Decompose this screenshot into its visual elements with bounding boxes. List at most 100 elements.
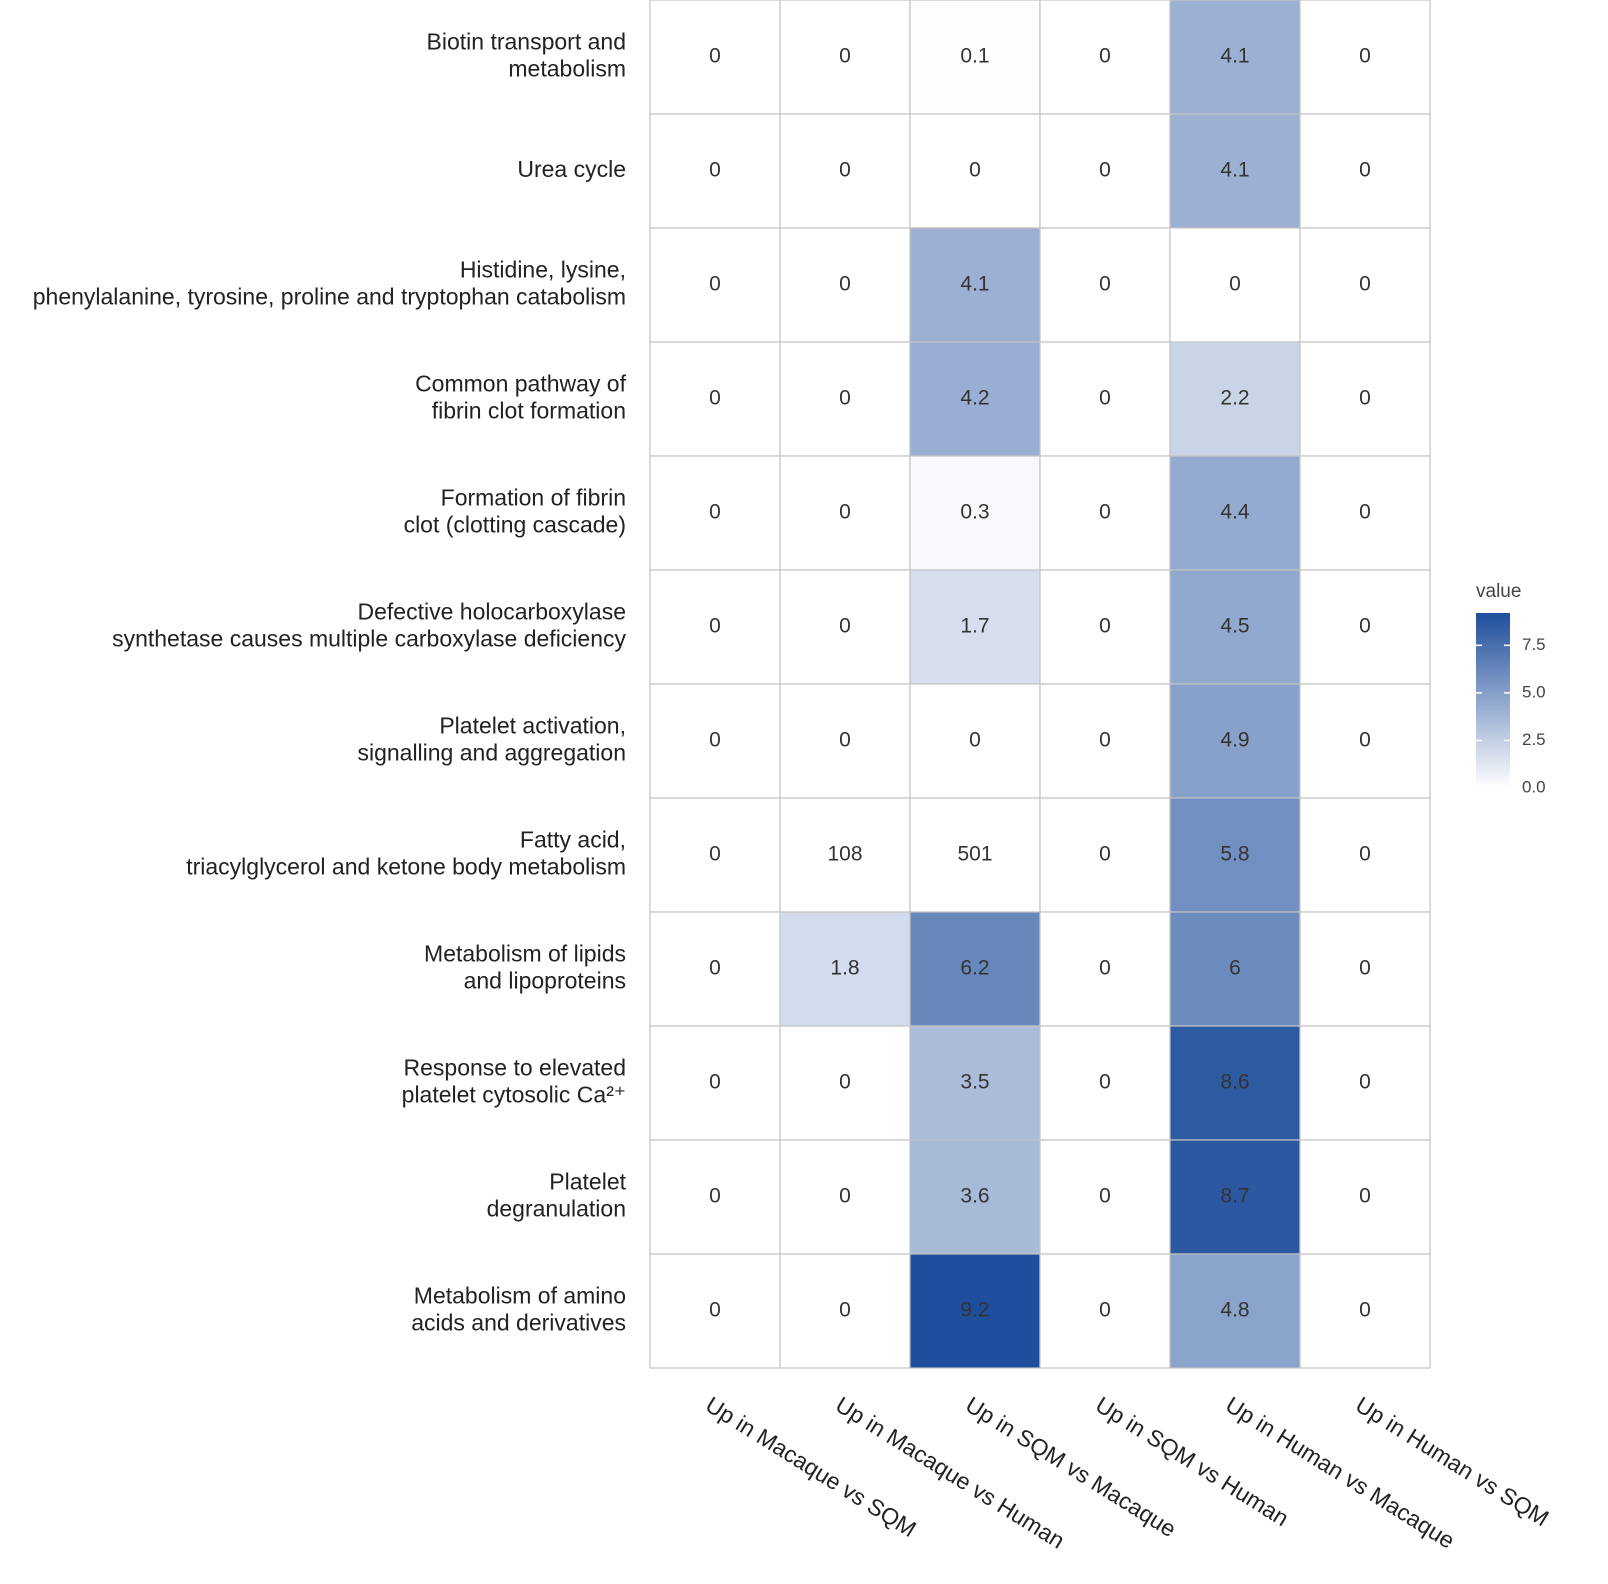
- cell-label: 4.4: [1220, 501, 1250, 524]
- cell-label: 6.2: [960, 957, 989, 980]
- heat-cell: [1169, 227, 1301, 343]
- cell-label: 0: [1099, 387, 1111, 410]
- cell-label: 108: [827, 843, 862, 866]
- cell-label: 0: [1099, 615, 1111, 638]
- row-label: and lipoproteins: [464, 968, 626, 994]
- heat-cell: [1299, 1139, 1431, 1255]
- heat-cell: [1169, 0, 1301, 115]
- heat-cell: [909, 797, 1041, 913]
- row-label: Metabolism of lipids: [424, 941, 626, 967]
- cell-label: 0: [1359, 159, 1371, 182]
- cell-label: 0: [839, 729, 851, 752]
- cell-label: 0: [1099, 273, 1111, 296]
- cell-label: 0.3: [960, 501, 989, 524]
- heat-cell: [1039, 113, 1171, 229]
- cell-label: 0: [1359, 1185, 1371, 1208]
- cell-label: 8.6: [1220, 1071, 1249, 1094]
- cell-label: 0: [1099, 1299, 1111, 1322]
- heat-cell: [779, 227, 911, 343]
- row-label: Formation of fibrin: [441, 485, 626, 511]
- colorbar-tick-label: 7.5: [1522, 635, 1546, 654]
- cell-label: 0: [709, 615, 721, 638]
- cell-label: 0: [1359, 729, 1371, 752]
- heat-cell: [779, 683, 911, 799]
- cell-label: 0: [1359, 273, 1371, 296]
- heat-cell: [909, 683, 1041, 799]
- row-label: synthetase causes multiple carboxylase d…: [112, 626, 626, 652]
- cell-label: 501: [957, 843, 992, 866]
- cell-label: 0: [709, 45, 721, 68]
- cell-label: 3.6: [960, 1185, 989, 1208]
- heat-cell: [649, 227, 781, 343]
- heat-cell: [1039, 683, 1171, 799]
- cell-label: 1.8: [830, 957, 859, 980]
- heat-cell: [1039, 0, 1171, 115]
- heat-cell: [1039, 1139, 1171, 1255]
- heat-cell: [649, 455, 781, 571]
- heat-cell: [1299, 227, 1431, 343]
- row-label: phenylalanine, tyrosine, proline and try…: [33, 284, 626, 310]
- cell-label: 0: [839, 387, 851, 410]
- cell-label: 4.9: [1220, 729, 1249, 752]
- heat-cell: [909, 911, 1041, 1027]
- heat-cell: [779, 911, 911, 1027]
- row-label: signalling and aggregation: [357, 740, 626, 766]
- row-label: triacylglycerol and ketone body metaboli…: [186, 854, 626, 880]
- heat-cell: [909, 1025, 1041, 1141]
- heat-cell: [649, 113, 781, 229]
- row-label: degranulation: [487, 1196, 626, 1222]
- colorbar-tick-label: 2.5: [1522, 730, 1546, 749]
- heat-cell: [779, 0, 911, 115]
- heat-cell: [1299, 1253, 1431, 1369]
- cell-label: 0: [1359, 1071, 1371, 1094]
- cell-label: 0: [1099, 1071, 1111, 1094]
- heat-cell: [1299, 1025, 1431, 1141]
- row-label: Common pathway of: [415, 371, 627, 397]
- cell-label: 4.1: [1220, 45, 1249, 68]
- cell-label: 0: [1229, 273, 1241, 296]
- cell-label: 0: [1099, 843, 1111, 866]
- heat-cell: [1299, 911, 1431, 1027]
- cell-label: 0: [1359, 843, 1371, 866]
- colorbar: [1476, 613, 1510, 788]
- heat-cell: [1299, 0, 1431, 115]
- cell-label: 4.1: [1220, 159, 1249, 182]
- cell-label: 5.8: [1220, 843, 1249, 866]
- heat-cell: [909, 227, 1041, 343]
- heat-cell: [1299, 797, 1431, 913]
- column-label: Up in Macaque vs SQM: [701, 1391, 921, 1542]
- heat-cell: [779, 797, 911, 913]
- cell-label: 0: [1099, 159, 1111, 182]
- cell-label: 0.1: [960, 45, 989, 68]
- cell-label: 1.7: [960, 615, 989, 638]
- cell-label: 2.2: [1220, 387, 1249, 410]
- heat-cell: [1039, 911, 1171, 1027]
- cell-label: 0: [709, 843, 721, 866]
- row-label: Fatty acid,: [520, 827, 626, 853]
- row-label: fibrin clot formation: [432, 398, 626, 424]
- cell-label: 0: [709, 957, 721, 980]
- legend-title: value: [1476, 581, 1521, 602]
- cell-label: 0: [969, 159, 981, 182]
- heat-cell: [909, 0, 1041, 115]
- cell-label: 0: [839, 1185, 851, 1208]
- heat-cell: [649, 911, 781, 1027]
- heat-cell: [1039, 1025, 1171, 1141]
- heat-cell: [1169, 911, 1301, 1027]
- cell-label: 0: [1359, 1299, 1371, 1322]
- heat-cell: [779, 569, 911, 685]
- heat-cell: [779, 1253, 911, 1369]
- heat-cell: [909, 455, 1041, 571]
- colorbar-tick-label: 5.0: [1522, 682, 1546, 701]
- heat-cell: [779, 113, 911, 229]
- heat-cell: [909, 1139, 1041, 1255]
- column-label: Up in Human vs Macaque: [1221, 1391, 1459, 1553]
- cell-label: 0: [1099, 957, 1111, 980]
- row-label: Response to elevated: [404, 1055, 627, 1081]
- cell-label: 0: [839, 45, 851, 68]
- cell-label: 3.5: [960, 1071, 989, 1094]
- cell-label: 9.2: [960, 1299, 989, 1322]
- heat-cell: [1039, 1253, 1171, 1369]
- heat-cell: [1299, 113, 1431, 229]
